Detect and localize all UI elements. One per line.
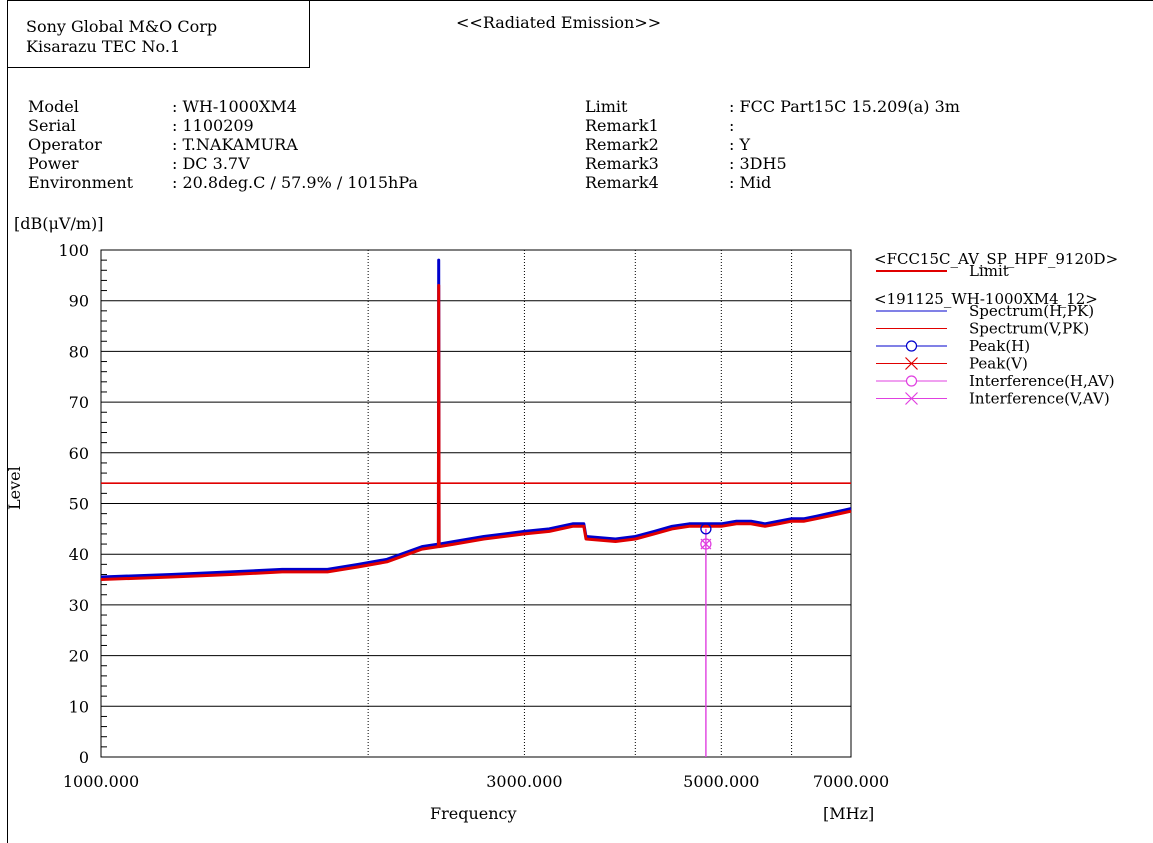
info-value-operator: : T.NAKAMURA	[172, 135, 298, 154]
page-frame-left	[7, 0, 8, 843]
y-tick-label: 80	[69, 342, 89, 361]
info-value-power: : DC 3.7V	[172, 154, 250, 173]
legend-marker-circle	[905, 375, 918, 387]
legend-group1-title: <FCC15C_AV_SP_HPF_9120D>	[874, 250, 1118, 268]
legend-entry-interference-h-av-: Interference(H,AV)	[969, 372, 1115, 390]
x-tick-label: 7000.000	[813, 772, 889, 791]
y-tick-label: 60	[69, 444, 89, 463]
legend-entry-spectrum-v-pk-: Spectrum(V,PK)	[969, 320, 1089, 338]
y-tick-label: 30	[69, 596, 89, 615]
y-tick-label: 0	[79, 748, 89, 767]
legend-entry-limit: Limit	[969, 262, 1009, 280]
info-label-environment: Environment	[28, 173, 134, 192]
y-tick-label: 70	[69, 393, 89, 412]
info-label-remark4: Remark4	[585, 173, 659, 192]
info-label-operator: Operator	[28, 135, 102, 154]
info-label-remark1: Remark1	[585, 116, 659, 135]
x-axis-unit: [MHz]	[823, 804, 875, 823]
info-value-serial: : 1100209	[172, 116, 254, 135]
legend-marker-cross	[905, 357, 918, 370]
y-tick-label: 100	[58, 241, 89, 260]
x-tick-label: 1000.000	[63, 772, 139, 791]
page-frame-top	[7, 0, 1153, 1]
legend-entry-peak-h-: Peak(H)	[969, 337, 1030, 355]
x-axis-label: Frequency	[430, 804, 517, 823]
y-tick-label: 40	[69, 545, 89, 564]
x-tick-label: 5000.000	[683, 772, 759, 791]
company-name: Sony Global M&O Corp	[26, 17, 218, 36]
y-tick-label: 10	[69, 697, 89, 716]
info-label-model: Model	[28, 97, 79, 116]
legend-entry-interference-v-av-: Interference(V,AV)	[969, 390, 1110, 408]
y-tick-label: 90	[69, 292, 89, 311]
company-box	[7, 0, 310, 68]
legend-marker-circle	[905, 340, 918, 352]
info-value-environment: : 20.8deg.C / 57.9% / 1015hPa	[172, 173, 418, 192]
info-label-limit: Limit	[585, 97, 628, 116]
info-value-remark1: :	[729, 116, 735, 135]
info-label-serial: Serial	[28, 116, 76, 135]
info-label-remark2: Remark2	[585, 135, 659, 154]
series-line-spectrum-v-pk-	[100, 284, 852, 581]
info-value-remark2: : Y	[729, 135, 751, 154]
info-value-limit: : FCC Part15C 15.209(a) 3m	[729, 97, 960, 116]
series-layer	[100, 258, 852, 757]
y-tick-label: 50	[69, 495, 89, 514]
x-tick-label: 3000.000	[486, 772, 562, 791]
legend-entry-peak-v-: Peak(V)	[969, 355, 1028, 373]
info-value-remark3: : 3DH5	[729, 154, 787, 173]
info-value-remark4: : Mid	[729, 173, 772, 192]
report-title: <<Radiated Emission>>	[456, 13, 662, 32]
y-tick-label: 20	[69, 647, 89, 666]
legend-group2-title: <191125_WH-1000XM4_12>	[874, 290, 1098, 308]
info-value-model: : WH-1000XM4	[172, 97, 297, 116]
legend-marker-cross	[905, 392, 918, 405]
marker-peak-h-	[700, 523, 712, 535]
y-axis-unit: [dB(μV/m)]	[14, 214, 104, 233]
marker-interference-h-av-	[700, 538, 712, 550]
legend-entry-spectrum-h-pk-: Spectrum(H,PK)	[969, 302, 1094, 320]
info-label-power: Power	[28, 154, 79, 173]
info-label-remark3: Remark3	[585, 154, 659, 173]
marker-interference-v-av-	[700, 538, 712, 550]
company-lab: Kisarazu TEC No.1	[26, 37, 181, 56]
series-line-spectrum-h-pk-	[100, 258, 852, 579]
